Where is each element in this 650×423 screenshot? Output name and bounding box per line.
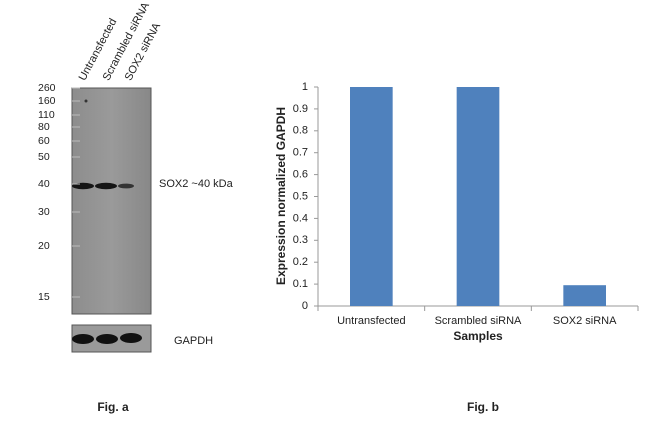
y-tick-label: 0.6	[293, 169, 308, 181]
gapdh-band	[72, 334, 94, 344]
x-tick-label: Untransfected	[337, 315, 405, 327]
blot-spot	[84, 99, 88, 103]
y-tick-label: 0	[302, 300, 308, 312]
bar	[456, 87, 500, 306]
western-blot: SOX2 ~40 kDa GAPDH Fig. a	[71, 87, 234, 414]
sox2-band	[118, 183, 134, 189]
y-tick-label: 0.3	[293, 234, 308, 246]
gapdh-band	[120, 333, 142, 343]
marker-label: 110	[38, 109, 55, 121]
marker-label: 20	[38, 240, 50, 252]
band-label: SOX2 ~40 kDa	[159, 178, 234, 190]
loading-label: GAPDH	[174, 335, 213, 347]
y-tick-label: 0.8	[293, 125, 308, 137]
bar	[350, 87, 393, 306]
y-tick-label: 1	[302, 81, 308, 93]
marker-label: 15	[38, 291, 50, 303]
bar	[563, 285, 606, 306]
marker-label: 260	[38, 82, 56, 94]
marker-label: 40	[38, 178, 50, 190]
marker-label: 30	[38, 206, 50, 218]
x-tick-label: Scrambled siRNA	[435, 315, 522, 327]
caption: Fig. a	[97, 400, 129, 414]
y-tick-label: 0.9	[293, 103, 308, 115]
y-tick-label: 0.4	[293, 212, 308, 224]
y-tick-label: 0.2	[293, 256, 308, 268]
y-axis-title: Expression normalized GAPDH	[274, 107, 288, 285]
marker-label: 60	[38, 135, 50, 147]
marker-label: 50	[38, 151, 50, 163]
marker-label: 80	[38, 121, 50, 133]
y-tick-label: 0.5	[293, 190, 308, 202]
y-tick-label: 0.1	[293, 278, 308, 290]
marker-label: 160	[38, 95, 56, 107]
blot-membrane	[71, 87, 152, 315]
caption: Fig. b	[467, 400, 499, 414]
sox2-band	[95, 182, 117, 190]
y-tick-label: 0.7	[293, 147, 308, 159]
x-axis-title: Samples	[453, 329, 503, 343]
gapdh-band	[96, 334, 118, 344]
x-tick-label: SOX2 siRNA	[553, 315, 617, 327]
